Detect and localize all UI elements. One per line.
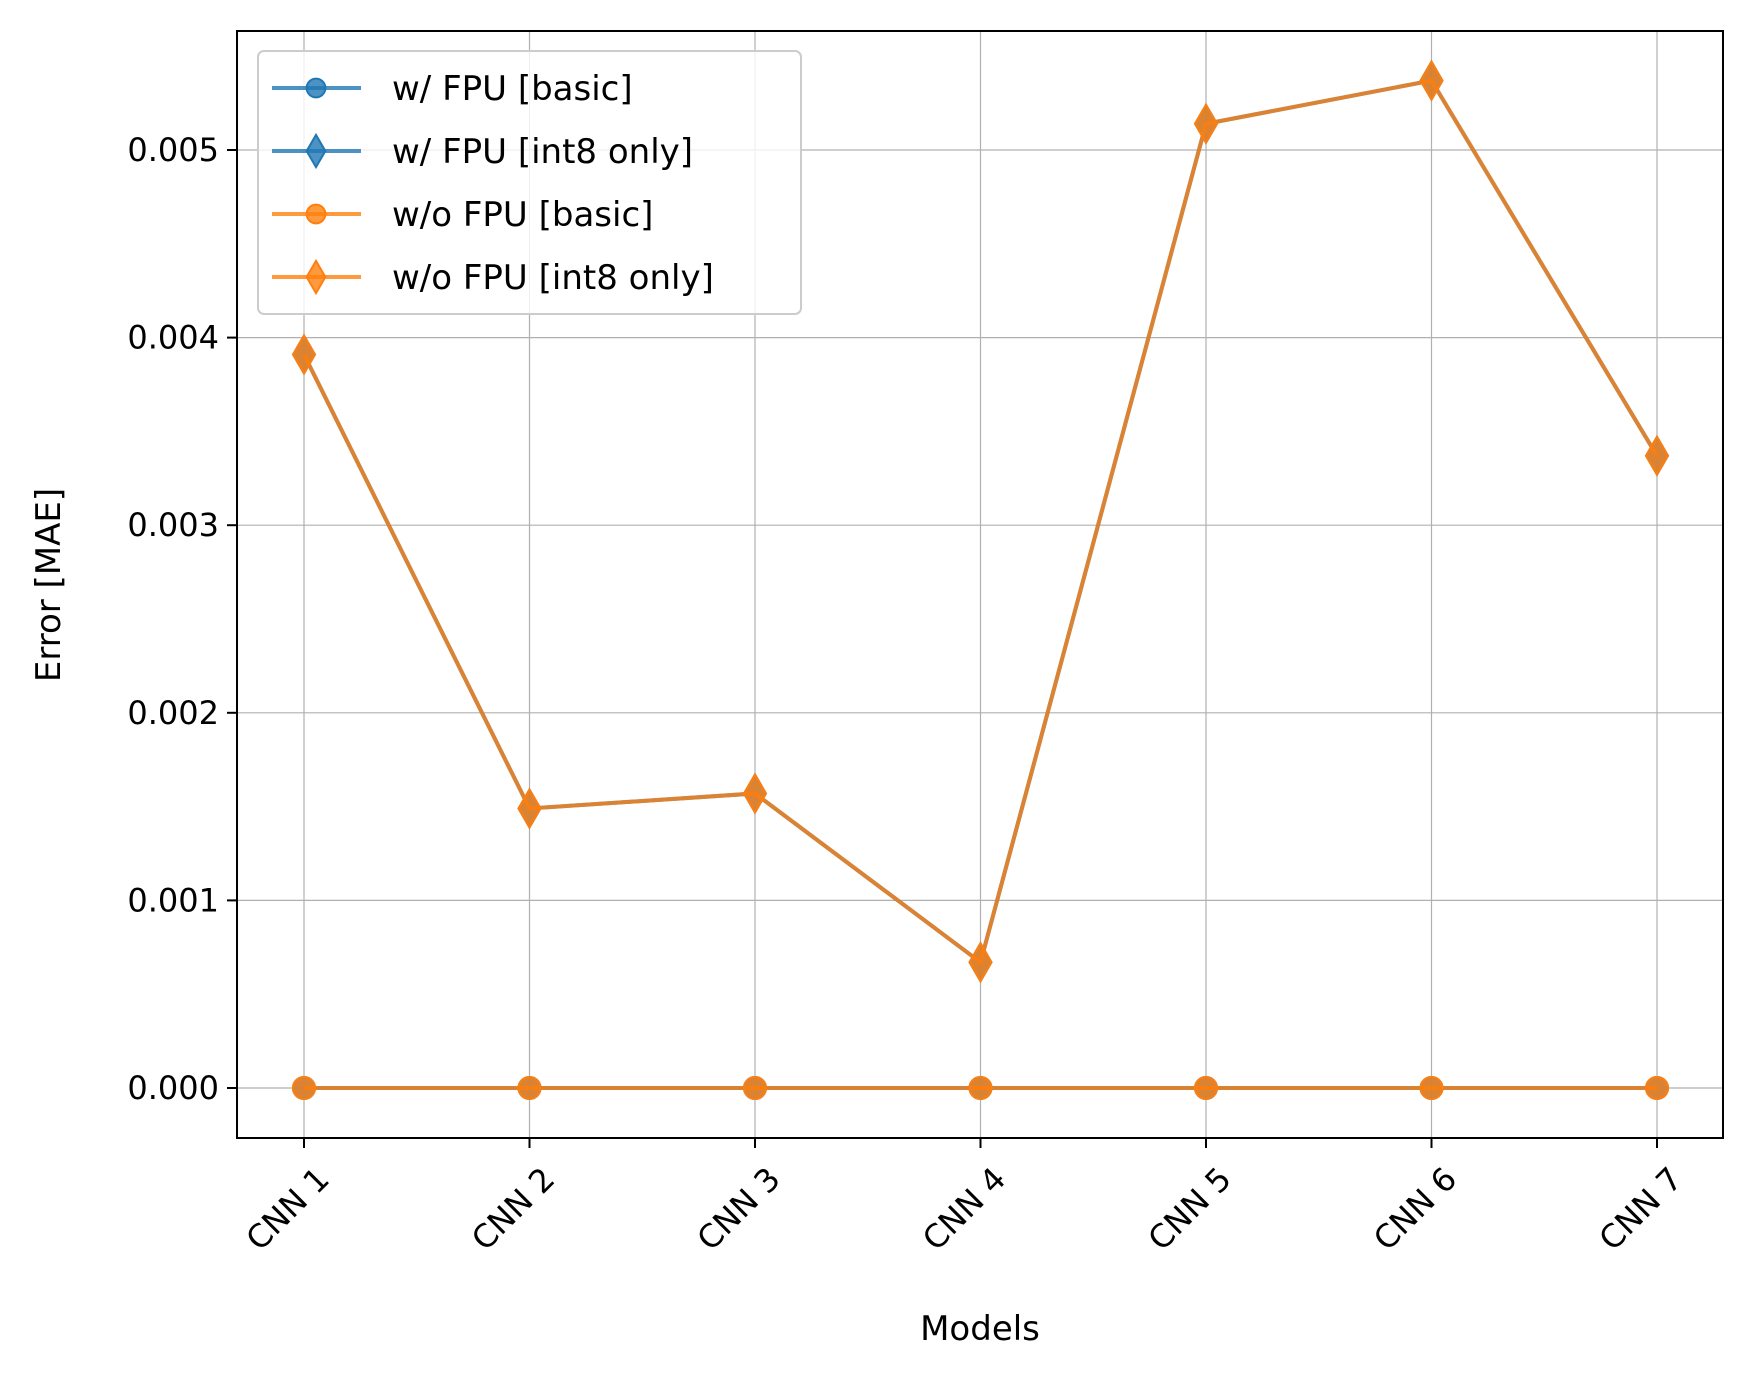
circle-marker bbox=[292, 1076, 316, 1100]
series-w-o-fpu-basic- bbox=[292, 1076, 1669, 1100]
circle-marker bbox=[1194, 1076, 1218, 1100]
circle-marker bbox=[1645, 1076, 1669, 1100]
x-tick-label: CNN 6 bbox=[1366, 1160, 1464, 1258]
legend-label: w/o FPU [basic] bbox=[392, 195, 653, 235]
diamond-marker bbox=[1193, 102, 1219, 145]
x-tick-label: CNN 5 bbox=[1141, 1160, 1239, 1258]
legend-label: w/ FPU [int8 only] bbox=[392, 132, 693, 172]
x-tick-label: CNN 4 bbox=[915, 1160, 1013, 1258]
diamond-marker bbox=[742, 772, 768, 815]
y-tick-label: 0.002 bbox=[127, 694, 219, 732]
y-tick-label: 0.003 bbox=[127, 506, 219, 544]
legend-label: w/ FPU [basic] bbox=[392, 69, 633, 109]
diamond-marker bbox=[517, 787, 542, 830]
circle-marker bbox=[517, 1076, 542, 1100]
legend: w/ FPU [basic] w/ FPU [int8 only] w/o FPU … bbox=[257, 50, 802, 315]
diamond-marker bbox=[968, 941, 993, 984]
series-w-o-fpu-int8-only- bbox=[291, 59, 1670, 984]
legend-label: w/o FPU [int8 only] bbox=[392, 258, 714, 298]
diamond-marker bbox=[1644, 434, 1670, 477]
x-axis-label: Models bbox=[920, 1309, 1040, 1349]
diamond-marker bbox=[305, 258, 327, 296]
circle-marker bbox=[968, 1076, 993, 1100]
x-tick-label: CNN 1 bbox=[239, 1160, 337, 1258]
y-tick-label: 0.001 bbox=[127, 881, 219, 919]
y-axis-label: Error [MAE] bbox=[29, 488, 69, 682]
x-tick-label: CNN 7 bbox=[1592, 1160, 1690, 1258]
y-tick-label: 0.005 bbox=[127, 131, 219, 169]
diamond-marker bbox=[305, 132, 327, 170]
y-tick-label: 0.000 bbox=[127, 1069, 219, 1107]
series-layer bbox=[291, 59, 1670, 1100]
legend-box bbox=[257, 50, 802, 315]
diamond-marker bbox=[1419, 59, 1444, 102]
circle-marker bbox=[305, 203, 327, 225]
diamond-marker bbox=[291, 333, 317, 376]
circle-marker bbox=[1419, 1076, 1444, 1100]
circle-marker bbox=[743, 1076, 767, 1100]
x-tick-label: CNN 3 bbox=[690, 1160, 788, 1258]
circle-marker bbox=[305, 77, 327, 99]
y-tick-label: 0.004 bbox=[127, 319, 219, 357]
x-tick-label: CNN 2 bbox=[464, 1160, 562, 1258]
